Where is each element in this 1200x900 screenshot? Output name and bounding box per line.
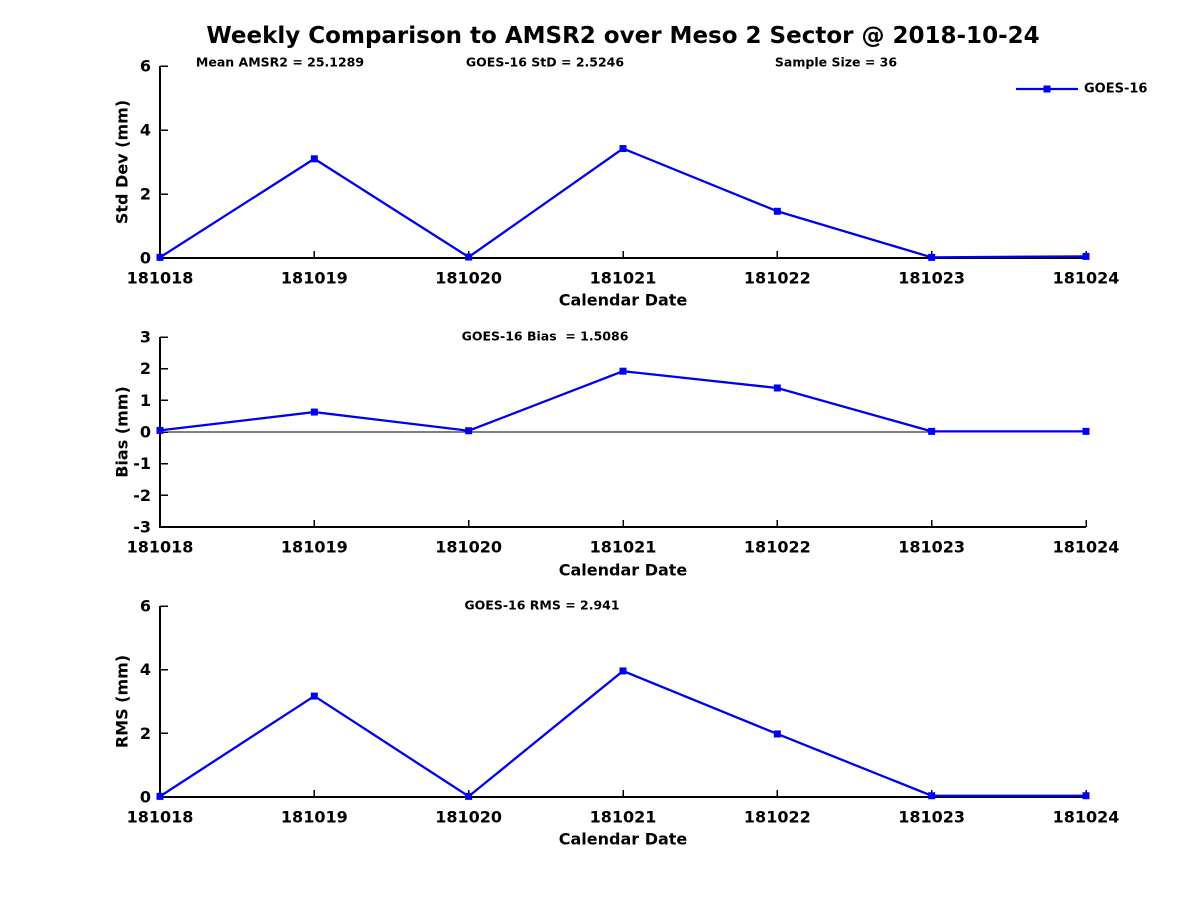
y-tick-label: 0 — [140, 788, 151, 807]
data-line — [159, 147, 1087, 259]
legend: GOES-16 — [1016, 82, 1147, 97]
x-tick-label: 181021 — [590, 269, 657, 288]
x-tick-label: 181018 — [127, 808, 194, 827]
x-tick-label: 181021 — [590, 808, 657, 827]
x-tick-label: 181024 — [1053, 269, 1120, 288]
data-marker — [310, 692, 318, 700]
data-marker — [773, 207, 781, 215]
x-tick-label: 181019 — [281, 269, 348, 288]
data-marker — [619, 667, 627, 675]
y-tick-label: -1 — [133, 454, 151, 473]
x-tick-label: 181024 — [1053, 808, 1120, 827]
subplot-1: 0 2 4 6 181018 181019 181020 181021 181022 181023… — [113, 55, 1148, 310]
y-tick-label: 3 — [140, 328, 151, 347]
y-tick-label: 2 — [140, 724, 151, 743]
y-tick-label: 6 — [140, 597, 151, 616]
x-axis-title: Calendar Date — [559, 561, 688, 580]
x-tick-label: 181018 — [127, 269, 194, 288]
figure-title: Weekly Comparison to AMSR2 over Meso 2 S… — [206, 23, 1039, 49]
data-marker — [156, 792, 164, 800]
data-marker — [1082, 252, 1090, 260]
subplot-2: -3 -2 -1 0 1 2 3 181018 181019 181020 181021 181022… — [113, 328, 1120, 580]
data-marker — [928, 792, 936, 800]
y-tick-label: 4 — [140, 121, 151, 140]
y-tick-label: 0 — [140, 423, 151, 442]
stat-annotation: GOES-16 RMS = 2.941 — [464, 598, 619, 613]
data-marker — [465, 427, 473, 435]
y-axis-title: RMS (mm) — [113, 655, 132, 748]
x-axis-title: Calendar Date — [559, 291, 688, 310]
data-marker — [619, 145, 627, 153]
y-tick-label: 4 — [140, 660, 151, 679]
data-marker — [1082, 427, 1090, 435]
x-axis-title: Calendar Date — [559, 830, 688, 849]
subplots-group: 0 2 4 6 181018 181019 181020 181021 181022 181023… — [113, 55, 1148, 849]
subplot-3: 0 2 4 6 181018 181019 181020 181021 181022 181023… — [113, 597, 1120, 849]
x-tick-label: 181023 — [898, 808, 965, 827]
stat-annotation: GOES-16 Bias = 1.5086 — [462, 329, 629, 344]
x-tick-label: 181020 — [435, 808, 502, 827]
y-tick-label: 6 — [140, 57, 151, 76]
data-marker — [928, 253, 936, 261]
data-marker — [310, 155, 318, 163]
data-marker — [156, 426, 164, 434]
x-tick-label: 181022 — [744, 538, 811, 557]
y-axis-title: Std Dev (mm) — [113, 100, 132, 224]
data-marker — [1082, 792, 1090, 800]
x-tick-label: 181019 — [281, 538, 348, 557]
data-marker — [156, 253, 164, 261]
y-tick-label: 1 — [140, 391, 151, 410]
legend-entry-label: GOES-16 — [1084, 82, 1147, 97]
x-tick-label: 181022 — [744, 269, 811, 288]
data-line — [159, 669, 1086, 798]
y-tick-label: 2 — [140, 185, 151, 204]
x-tick-label: 181024 — [1053, 538, 1120, 557]
stat-annotation: GOES-16 StD = 2.5246 — [466, 55, 624, 70]
data-marker — [310, 408, 318, 416]
y-tick-label: -3 — [133, 518, 151, 537]
x-tick-label: 181018 — [127, 538, 194, 557]
x-tick-label: 181023 — [898, 269, 965, 288]
data-marker — [928, 427, 936, 435]
y-tick-label: 0 — [140, 249, 151, 268]
legend-marker — [1043, 85, 1051, 93]
data-marker — [773, 384, 781, 392]
x-tick-label: 181020 — [435, 538, 502, 557]
data-marker — [465, 792, 473, 800]
data-marker — [773, 730, 781, 738]
y-tick-label: -2 — [133, 486, 151, 505]
stat-annotation: Sample Size = 36 — [775, 55, 897, 70]
x-tick-label: 181023 — [898, 538, 965, 557]
data-marker — [619, 367, 627, 375]
y-axis-title: Bias (mm) — [113, 386, 132, 478]
x-tick-label: 181020 — [435, 269, 502, 288]
y-tick-label: 2 — [140, 359, 151, 378]
data-marker — [465, 253, 473, 261]
x-tick-label: 181019 — [281, 808, 348, 827]
x-tick-label: 181022 — [744, 808, 811, 827]
data-line — [159, 370, 1086, 433]
x-tick-label: 181021 — [590, 538, 657, 557]
stat-annotation: Mean AMSR2 = 25.1289 — [196, 55, 364, 70]
